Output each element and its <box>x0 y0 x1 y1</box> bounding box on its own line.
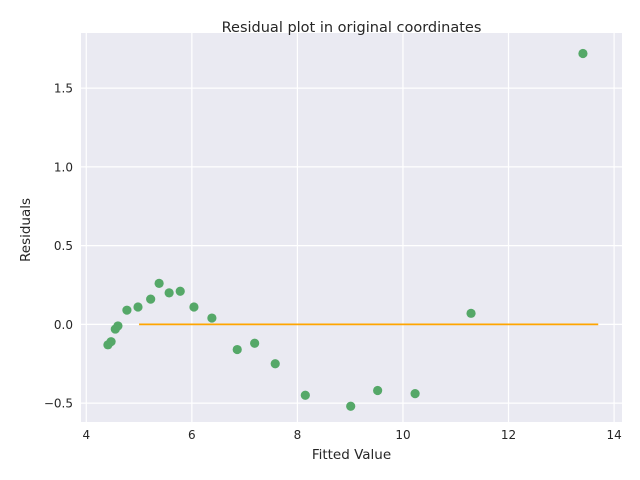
grid-lines <box>81 33 622 422</box>
residual-point <box>164 288 174 298</box>
residual-point <box>207 313 217 323</box>
residual-point <box>175 286 185 296</box>
residual-point <box>300 390 310 400</box>
residual-point <box>373 385 383 396</box>
residual-point <box>466 308 476 318</box>
x-tick-label: 8 <box>294 428 302 442</box>
residual-point <box>106 337 116 347</box>
residual-point <box>232 344 242 355</box>
x-tick-label: 4 <box>82 428 90 442</box>
residual-point <box>133 302 143 312</box>
residual-point <box>250 338 260 348</box>
residual-point <box>154 278 164 289</box>
y-tick-labels: −0.5 0.0 0.5 1.0 1.5 <box>44 82 73 411</box>
x-tick-label: 6 <box>188 428 196 442</box>
residual-point <box>189 302 199 312</box>
plot-background <box>81 33 622 422</box>
residual-point <box>578 48 588 59</box>
residual-point <box>122 305 132 315</box>
y-axis-title: Residuals <box>18 198 34 262</box>
x-tick-label: 10 <box>395 428 410 442</box>
residual-point <box>113 321 123 331</box>
y-tick-label: 1.5 <box>54 82 73 96</box>
y-tick-label: 1.0 <box>54 160 73 174</box>
x-tick-label: 14 <box>606 428 621 442</box>
residual-point <box>346 401 356 411</box>
x-tick-labels: 4 6 8 10 12 14 <box>82 428 621 442</box>
residual-point <box>146 294 156 304</box>
scatter-points <box>103 48 588 411</box>
residual-point <box>270 359 280 369</box>
chart-title: Residual plot in original coordinates <box>222 20 482 36</box>
residual-point <box>410 389 420 399</box>
y-tick-label: 0.5 <box>54 239 73 253</box>
x-tick-label: 12 <box>501 428 516 442</box>
y-tick-label: 0.0 <box>54 318 73 332</box>
x-axis-title: Fitted Value <box>312 447 391 463</box>
y-tick-label: −0.5 <box>44 397 73 411</box>
